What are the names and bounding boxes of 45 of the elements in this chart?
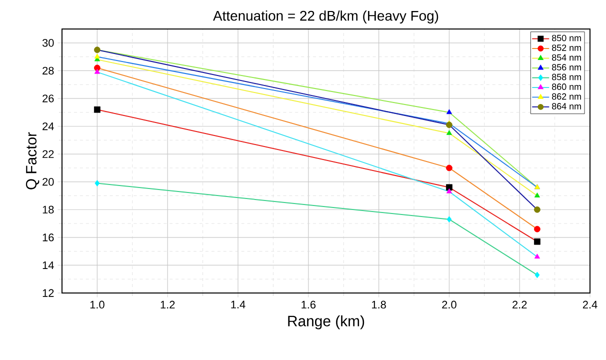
x-tick-label: 1.4	[231, 300, 246, 308]
legend-label: 862 nm	[552, 93, 581, 100]
legend-label: 856 nm	[552, 64, 581, 70]
point	[446, 164, 452, 172]
y-tick-label: 12	[42, 289, 54, 297]
x-tick-label: 2.4	[582, 300, 598, 308]
legend-label: 850 nm	[552, 34, 581, 42]
point	[94, 106, 100, 113]
point	[534, 254, 540, 259]
legend-label: 864 nm	[552, 103, 581, 110]
y-tick-label: 18	[42, 206, 54, 214]
point	[446, 122, 452, 128]
x-tick-label: 1.8	[372, 300, 386, 309]
legend-label: 854 nm	[552, 54, 581, 61]
point	[534, 272, 540, 278]
point	[534, 192, 540, 198]
y-tick-label: 30	[42, 39, 54, 47]
x-axis-title: Range (km)	[288, 315, 364, 330]
legend-label: 858 nm	[552, 74, 581, 80]
chart-title: Attenuation = 22 dB/km (Heavy Fog)	[213, 10, 438, 24]
x-tick-label: 2.2	[512, 300, 527, 308]
point	[446, 130, 452, 135]
legend-label: 860 nm	[552, 84, 581, 90]
x-tick-label: 1.6	[302, 300, 316, 309]
y-tick-label: 20	[42, 178, 54, 186]
point	[94, 54, 100, 58]
point	[446, 216, 452, 223]
y-tick-label: 16	[42, 234, 54, 242]
point	[446, 109, 452, 114]
point	[534, 226, 540, 232]
x-tick-label: 1.0	[90, 300, 104, 309]
point	[534, 238, 540, 245]
point	[534, 206, 540, 213]
y-axis-title: Q Factor	[26, 132, 40, 190]
y-tick-label: 26	[42, 94, 54, 102]
x-tick-label: 1.2	[160, 300, 175, 308]
point	[446, 188, 452, 194]
y-tick-label: 24	[42, 122, 54, 130]
point	[94, 180, 100, 186]
point	[94, 68, 100, 74]
y-tick-label: 28	[42, 66, 54, 75]
y-tick-label: 14	[42, 261, 54, 269]
legend-label: 852 nm	[552, 44, 581, 51]
x-tick-label: 2.0	[442, 300, 456, 309]
y-tick-label: 22	[42, 150, 54, 158]
